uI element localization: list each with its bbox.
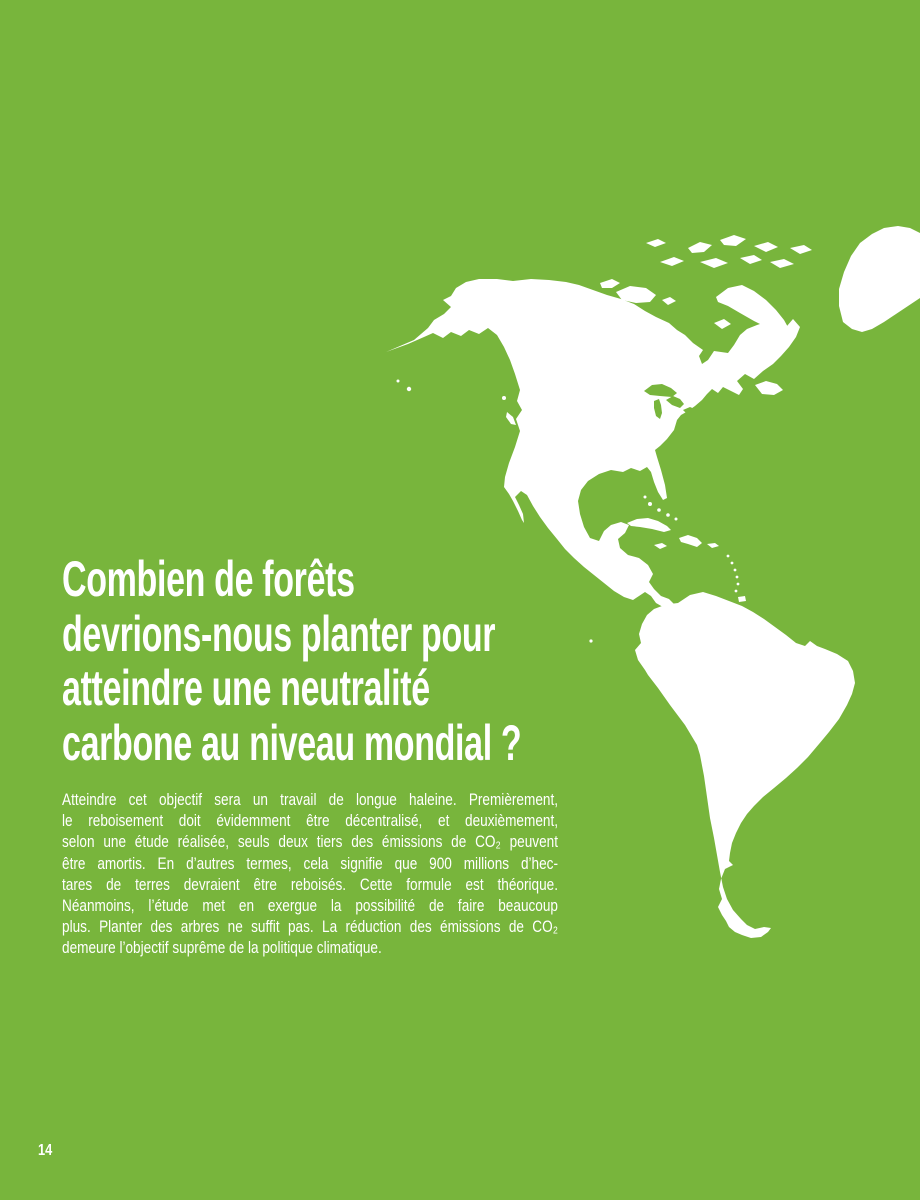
intro-line: plus. Planter des arbres ne suffit pas. … — [62, 917, 558, 937]
arctic-islands — [600, 235, 812, 395]
caribbean-islands — [627, 495, 746, 602]
great-lakes — [644, 384, 708, 419]
intro-line: Atteindre cet objectif sera un travail d… — [62, 790, 558, 809]
north-america-silhouette — [386, 279, 800, 607]
intro-line: tares de terres devraient être reboisés.… — [62, 874, 558, 894]
page-title-line: atteindre une neutralité — [62, 660, 430, 716]
intro-line: selon une étude réalisée, seuls deux tie… — [62, 832, 558, 852]
intro-line: le reboisement doit évidemment être déce… — [62, 811, 558, 831]
intro-line: être amortis. En d’autres termes, cela s… — [62, 853, 558, 873]
page-title-line: carbone au niveau mondial ? — [62, 714, 522, 771]
greenland-silhouette — [839, 226, 920, 332]
page-number: 14 — [38, 1142, 53, 1159]
page-title: Combien de forêts devrions-nous planter … — [62, 551, 522, 771]
intro-line: demeure l’objectif suprême de la politiq… — [62, 938, 382, 958]
intro-line: Néanmoins, l’étude met en exergue la pos… — [62, 896, 558, 916]
south-america-silhouette — [589, 592, 855, 938]
page-title-line: Combien de forêts — [62, 551, 355, 607]
intro-paragraph: Atteindre cet objectif sera un travail d… — [62, 789, 558, 959]
page-title-line: devrions-nous planter pour — [62, 605, 496, 662]
